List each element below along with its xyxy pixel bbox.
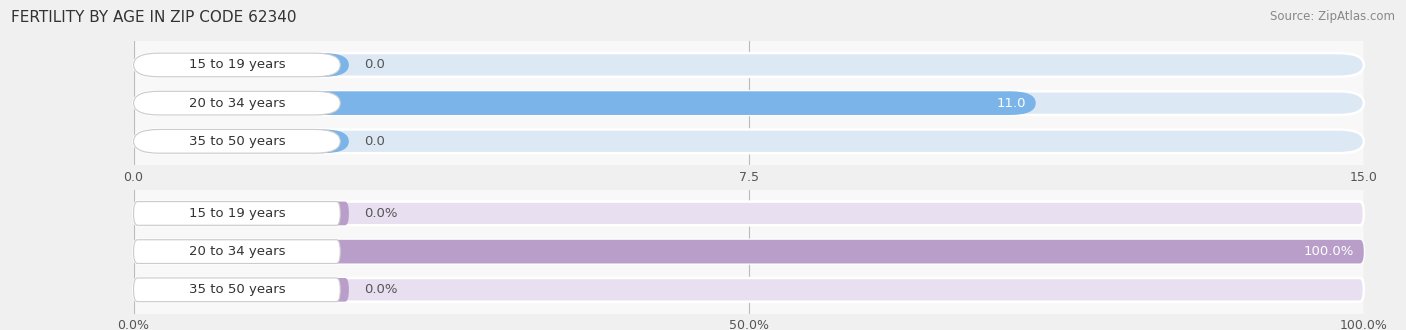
Text: 15 to 19 years: 15 to 19 years [188, 58, 285, 71]
Text: 0.0: 0.0 [364, 135, 384, 148]
Text: 0.0: 0.0 [364, 58, 384, 71]
Text: 35 to 50 years: 35 to 50 years [188, 283, 285, 296]
FancyBboxPatch shape [134, 202, 349, 225]
FancyBboxPatch shape [134, 53, 349, 77]
FancyBboxPatch shape [134, 53, 1364, 77]
Text: 100.0%: 100.0% [1303, 245, 1354, 258]
FancyBboxPatch shape [134, 240, 1364, 263]
Text: 15 to 19 years: 15 to 19 years [188, 207, 285, 220]
FancyBboxPatch shape [134, 53, 340, 77]
FancyBboxPatch shape [134, 240, 340, 263]
Text: Source: ZipAtlas.com: Source: ZipAtlas.com [1270, 10, 1395, 23]
FancyBboxPatch shape [134, 91, 1364, 115]
FancyBboxPatch shape [134, 91, 340, 115]
Text: 0.0%: 0.0% [364, 207, 396, 220]
Text: 0.0%: 0.0% [364, 283, 396, 296]
FancyBboxPatch shape [134, 202, 1364, 225]
FancyBboxPatch shape [134, 129, 349, 153]
FancyBboxPatch shape [134, 278, 1364, 302]
FancyBboxPatch shape [134, 278, 340, 302]
Text: FERTILITY BY AGE IN ZIP CODE 62340: FERTILITY BY AGE IN ZIP CODE 62340 [11, 10, 297, 25]
FancyBboxPatch shape [134, 129, 340, 153]
FancyBboxPatch shape [134, 202, 340, 225]
FancyBboxPatch shape [134, 240, 1364, 263]
Text: 35 to 50 years: 35 to 50 years [188, 135, 285, 148]
Text: 20 to 34 years: 20 to 34 years [188, 245, 285, 258]
FancyBboxPatch shape [134, 278, 349, 302]
Text: 20 to 34 years: 20 to 34 years [188, 97, 285, 110]
FancyBboxPatch shape [134, 129, 1364, 153]
FancyBboxPatch shape [134, 91, 1036, 115]
Text: 11.0: 11.0 [997, 97, 1026, 110]
